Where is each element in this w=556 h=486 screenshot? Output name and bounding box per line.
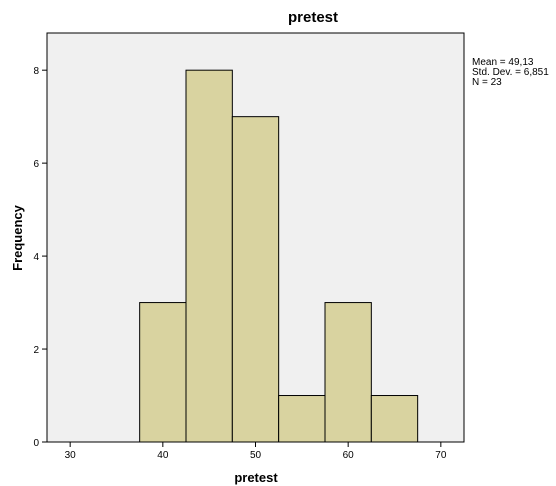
histogram-bar-2 (231, 116, 280, 443)
x-tick-label-0: 30 (65, 450, 77, 461)
y-tick-label-4: 8 (33, 66, 39, 77)
stats-n: N = 23 (472, 77, 502, 88)
y-tick-label-3: 6 (33, 159, 39, 170)
y-axis-title: Frequency (10, 204, 25, 271)
chart-title: pretest (288, 9, 338, 26)
stats-mean: Mean = 49,13 (472, 57, 534, 68)
x-axis-title: pretest (234, 470, 278, 485)
histogram-bar-1 (185, 69, 233, 443)
x-tick-label-3: 60 (343, 450, 355, 461)
histogram-bar-0 (139, 302, 187, 443)
histogram-bar-4 (324, 302, 372, 443)
y-tick-label-1: 2 (33, 345, 39, 356)
bars-group (139, 69, 419, 443)
x-axis: 30 40 50 60 70 (65, 442, 447, 461)
x-tick-label-2: 50 (250, 450, 262, 461)
stats-box: Mean = 49,13 Std. Dev. = 6,851 N = 23 (472, 57, 549, 88)
x-tick-label-1: 40 (157, 450, 169, 461)
histogram-bar-3 (278, 395, 326, 443)
y-tick-label-0: 0 (33, 438, 39, 449)
y-tick-label-2: 4 (33, 252, 39, 263)
histogram-bar-5 (370, 395, 419, 443)
y-axis: 0 2 4 6 8 (33, 66, 47, 449)
stats-std: Std. Dev. = 6,851 (472, 67, 549, 78)
x-tick-label-4: 70 (435, 450, 447, 461)
